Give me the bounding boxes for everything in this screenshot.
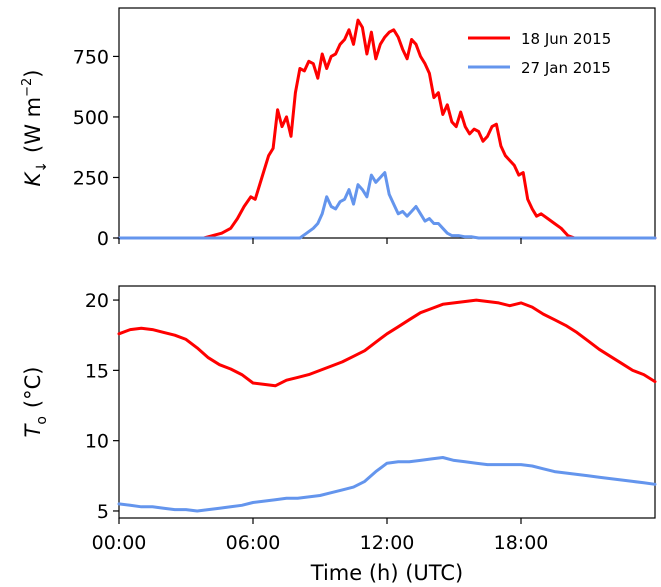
- legend-label-27-jan-2015: 27 Jan 2015: [521, 59, 611, 77]
- y-tick-label: 500: [73, 107, 109, 129]
- y-axis-label-temperature: To(°C): [21, 367, 50, 438]
- series-group: [117, 298, 657, 513]
- series-group: [117, 18, 657, 240]
- x-axis-label: Time (h) (UTC): [310, 561, 463, 585]
- plot-area-frame: [118, 285, 656, 519]
- x-tick-label: 06:00: [226, 532, 281, 554]
- x-tick-label: 00:00: [92, 532, 147, 554]
- tick-group: 0 250 500 750: [73, 46, 522, 250]
- series-line-27-jan-2015: [117, 456, 657, 513]
- series-line-18-jun-2015: [117, 18, 657, 240]
- series-line-18-jun-2015: [117, 298, 657, 388]
- tick-group: 5 10 15 20 00:00 06:00 12:00 18:00: [85, 290, 549, 554]
- legend: 18 Jun 2015 27 Jan 2015: [468, 30, 611, 77]
- y-tick-label: 0: [97, 228, 109, 250]
- panel-temperature: 5 10 15 20 00:00 06:00 12:00 18:00 To(°C) Time …: [21, 285, 657, 585]
- panel-shortwave-radiation: 0 250 500 750 K↓(W m−2) 18 Jun 2015 27 Jan …: [20, 7, 657, 250]
- x-tick-label: 18:00: [494, 532, 549, 554]
- y-tick-label: 20: [85, 290, 109, 312]
- x-tick-label: 12:00: [360, 532, 415, 554]
- series-line-27-jan-2015: [117, 171, 657, 240]
- y-tick-label: 250: [73, 167, 109, 189]
- y-tick-label: 5: [97, 501, 109, 523]
- legend-label-18-jun-2015: 18 Jun 2015: [521, 30, 611, 48]
- y-axis-label-radiation: K↓(W m−2): [20, 70, 50, 187]
- y-tick-label: 10: [85, 431, 109, 453]
- y-tick-label: 750: [73, 46, 109, 68]
- y-tick-label: 15: [85, 360, 109, 382]
